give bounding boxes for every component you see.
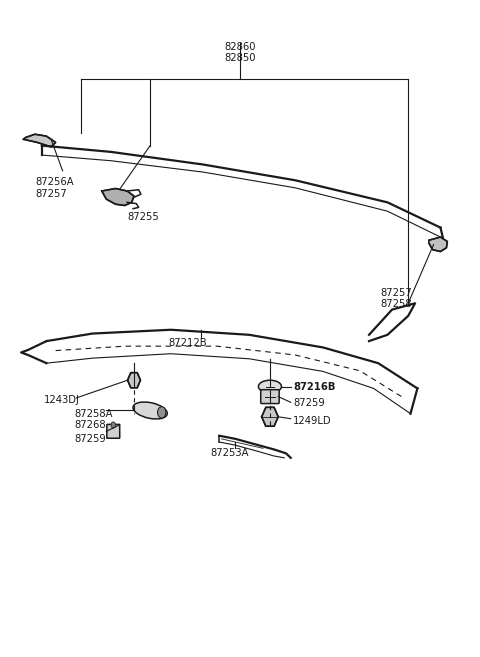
Polygon shape bbox=[429, 237, 447, 252]
Ellipse shape bbox=[258, 380, 281, 393]
Circle shape bbox=[111, 422, 116, 428]
Text: 87259: 87259 bbox=[74, 434, 106, 445]
FancyBboxPatch shape bbox=[107, 424, 120, 438]
Text: 82860
82850: 82860 82850 bbox=[224, 41, 256, 63]
Text: 87212B: 87212B bbox=[168, 338, 207, 348]
Text: 87259: 87259 bbox=[293, 398, 325, 408]
Polygon shape bbox=[24, 134, 56, 147]
Ellipse shape bbox=[133, 402, 167, 419]
Polygon shape bbox=[102, 189, 134, 206]
Text: 87257
87258: 87257 87258 bbox=[381, 288, 412, 309]
Text: 87258A
87268: 87258A 87268 bbox=[74, 409, 113, 430]
Text: 1243DJ: 1243DJ bbox=[44, 395, 80, 405]
Polygon shape bbox=[128, 373, 141, 388]
Polygon shape bbox=[262, 407, 278, 426]
Text: 87253A: 87253A bbox=[210, 448, 249, 459]
Text: 87256A
87257: 87256A 87257 bbox=[35, 177, 73, 198]
Circle shape bbox=[157, 407, 166, 418]
FancyBboxPatch shape bbox=[261, 390, 279, 403]
Text: 87216B: 87216B bbox=[293, 382, 336, 392]
Text: 87255: 87255 bbox=[127, 212, 159, 222]
Text: 1249LD: 1249LD bbox=[293, 415, 332, 426]
